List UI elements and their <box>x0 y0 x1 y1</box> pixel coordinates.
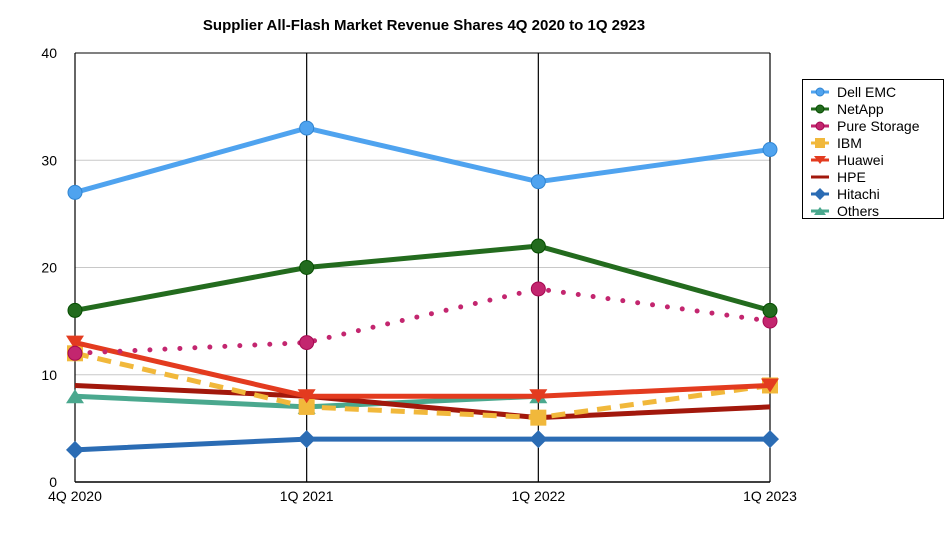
legend-marker <box>814 155 826 164</box>
legend-swatch-ibm <box>811 137 829 148</box>
legend-marker <box>815 121 825 130</box>
legend-label: HPE <box>837 168 866 185</box>
data-point-dell-emc <box>530 174 546 190</box>
legend-swatch-huawei <box>811 155 829 164</box>
series-hpe <box>74 382 771 421</box>
legend-label: NetApp <box>837 100 884 117</box>
legend-label: Pure Storage <box>837 117 920 134</box>
x-axis-tick-labels: 4Q 2020 1Q 2021 1Q 2022 1Q 2023 <box>48 488 797 504</box>
legend-item-hitachi: Hitachi <box>809 185 943 202</box>
y-tick-label: 40 <box>41 45 57 61</box>
legend-swatch-others <box>811 206 829 215</box>
y-tick-label: 20 <box>41 260 57 276</box>
y-axis-tick-labels: 0 10 20 30 40 <box>41 45 57 490</box>
data-point-huawei <box>529 389 548 404</box>
x-tick-label: 1Q 2022 <box>511 488 565 504</box>
data-point-others <box>66 389 84 404</box>
legend-item-pure-storage: Pure Storage <box>809 117 943 134</box>
data-point-netapp <box>762 302 778 318</box>
data-point-hitachi <box>66 440 84 459</box>
legend-item-others: Others <box>809 202 943 219</box>
y-tick-label: 10 <box>41 367 57 383</box>
series-dell-emc <box>67 120 778 200</box>
data-point-ibm <box>298 398 315 415</box>
data-point-dell-emc <box>299 120 315 136</box>
series-huawei <box>66 335 779 404</box>
series-line-netapp <box>74 243 771 313</box>
data-point-pure-storage <box>530 281 546 297</box>
legend-swatch-netapp <box>811 104 829 113</box>
legend: Dell EMC NetApp Pure Storage IBM Huawei HPE Hi… <box>802 79 944 219</box>
data-point-netapp <box>530 238 546 254</box>
y-tick-label: 0 <box>49 474 57 490</box>
y-tick-label: 30 <box>41 152 57 168</box>
x-tick-label: 1Q 2023 <box>743 488 797 504</box>
x-tick-label: 4Q 2020 <box>48 488 102 504</box>
series-line-hpe <box>74 382 771 421</box>
legend-item-ibm: IBM <box>809 134 943 151</box>
legend-label: Hitachi <box>837 185 880 202</box>
legend-item-dell-emc: Dell EMC <box>809 83 943 100</box>
series-layer <box>66 120 779 459</box>
legend-label: Dell EMC <box>837 83 897 100</box>
series-line-ibm <box>74 350 771 421</box>
x-tick-label: 1Q 2021 <box>280 488 334 504</box>
legend-swatch-hpe <box>811 175 829 178</box>
series-line-huawei <box>74 340 771 399</box>
legend-item-huawei: Huawei <box>809 151 943 168</box>
data-point-pure-storage <box>67 345 83 361</box>
legend-item-netapp: NetApp <box>809 100 943 117</box>
series-line-pure-storage <box>72 286 773 356</box>
data-point-netapp <box>299 260 315 275</box>
series-line-hitachi <box>74 436 770 453</box>
legend-marker <box>815 104 825 113</box>
series-pure-storage <box>67 281 778 361</box>
legend-swatch-hitachi <box>811 187 829 200</box>
series-hitachi <box>66 430 779 459</box>
legend-marker <box>815 87 825 96</box>
chart-title: Supplier All-Flash Market Revenue Shares… <box>202 17 646 34</box>
legend-marker <box>814 187 826 200</box>
data-point-pure-storage <box>299 335 315 351</box>
data-point-dell-emc <box>67 184 83 200</box>
series-line-dell-emc <box>74 125 771 195</box>
data-point-dell-emc <box>762 142 778 158</box>
legend-swatch-pure-storage <box>811 121 829 130</box>
series-netapp <box>67 238 778 318</box>
legend-marker <box>815 137 825 148</box>
data-point-huawei <box>297 389 316 404</box>
legend-label: IBM <box>837 134 862 151</box>
legend-item-hpe: HPE <box>809 168 943 185</box>
gridlines <box>75 159 770 376</box>
data-point-netapp <box>67 302 83 318</box>
legend-label: Others <box>837 202 880 219</box>
data-point-hitachi <box>297 430 316 449</box>
legend-swatch-dell-emc <box>811 87 829 96</box>
data-point-ibm <box>530 409 547 426</box>
data-point-huawei <box>66 335 84 350</box>
axes <box>75 52 770 483</box>
data-point-hitachi <box>761 430 779 449</box>
data-point-huawei <box>761 378 779 393</box>
data-point-hitachi <box>529 430 548 449</box>
legend-marker <box>814 206 826 215</box>
legend-label: Huawei <box>837 151 884 168</box>
